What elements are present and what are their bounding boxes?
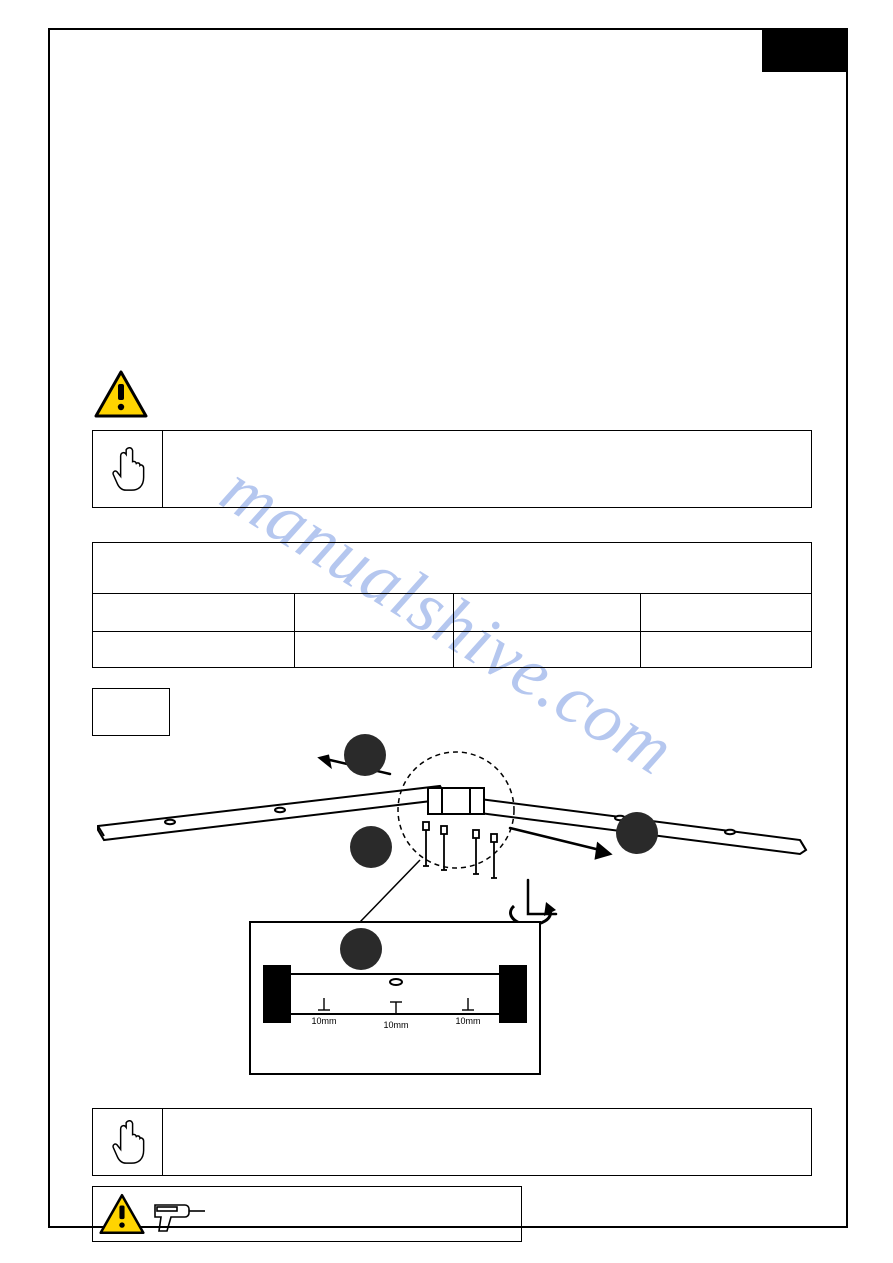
- table-col-divider: [453, 593, 454, 667]
- warning-triangle-icon: [99, 1193, 145, 1240]
- warning-triangle-icon: [94, 370, 148, 423]
- notice-box: [92, 1108, 812, 1176]
- pointing-hand-icon: [109, 1119, 147, 1165]
- table-col-divider: [294, 593, 295, 667]
- page-content: 10mm 10mm 10mm: [50, 30, 846, 1226]
- table-row: [93, 593, 811, 631]
- gap-label: 10mm: [311, 1016, 336, 1026]
- drill-warning-box: [92, 1186, 522, 1242]
- callout-circle: [340, 928, 382, 970]
- gap-label: 10mm: [383, 1020, 408, 1030]
- step-number-box: [92, 688, 170, 736]
- table-col-divider: [640, 593, 641, 667]
- page-border: manualshive.com: [48, 28, 848, 1228]
- spec-table: [92, 542, 812, 668]
- assembly-diagram: 10mm 10mm 10mm: [80, 730, 820, 1100]
- pointing-hand-icon: [109, 446, 147, 492]
- power-drill-icon: [151, 1197, 209, 1240]
- notice-icon-cell: [93, 1109, 163, 1175]
- notice-icon-cell: [93, 431, 163, 507]
- gap-label: 10mm: [455, 1016, 480, 1026]
- callout-circle: [344, 734, 386, 776]
- notice-box: [92, 430, 812, 508]
- table-row: [93, 631, 811, 669]
- callout-circle: [616, 812, 658, 854]
- callout-circle: [350, 826, 392, 868]
- table-header-row: [93, 543, 811, 593]
